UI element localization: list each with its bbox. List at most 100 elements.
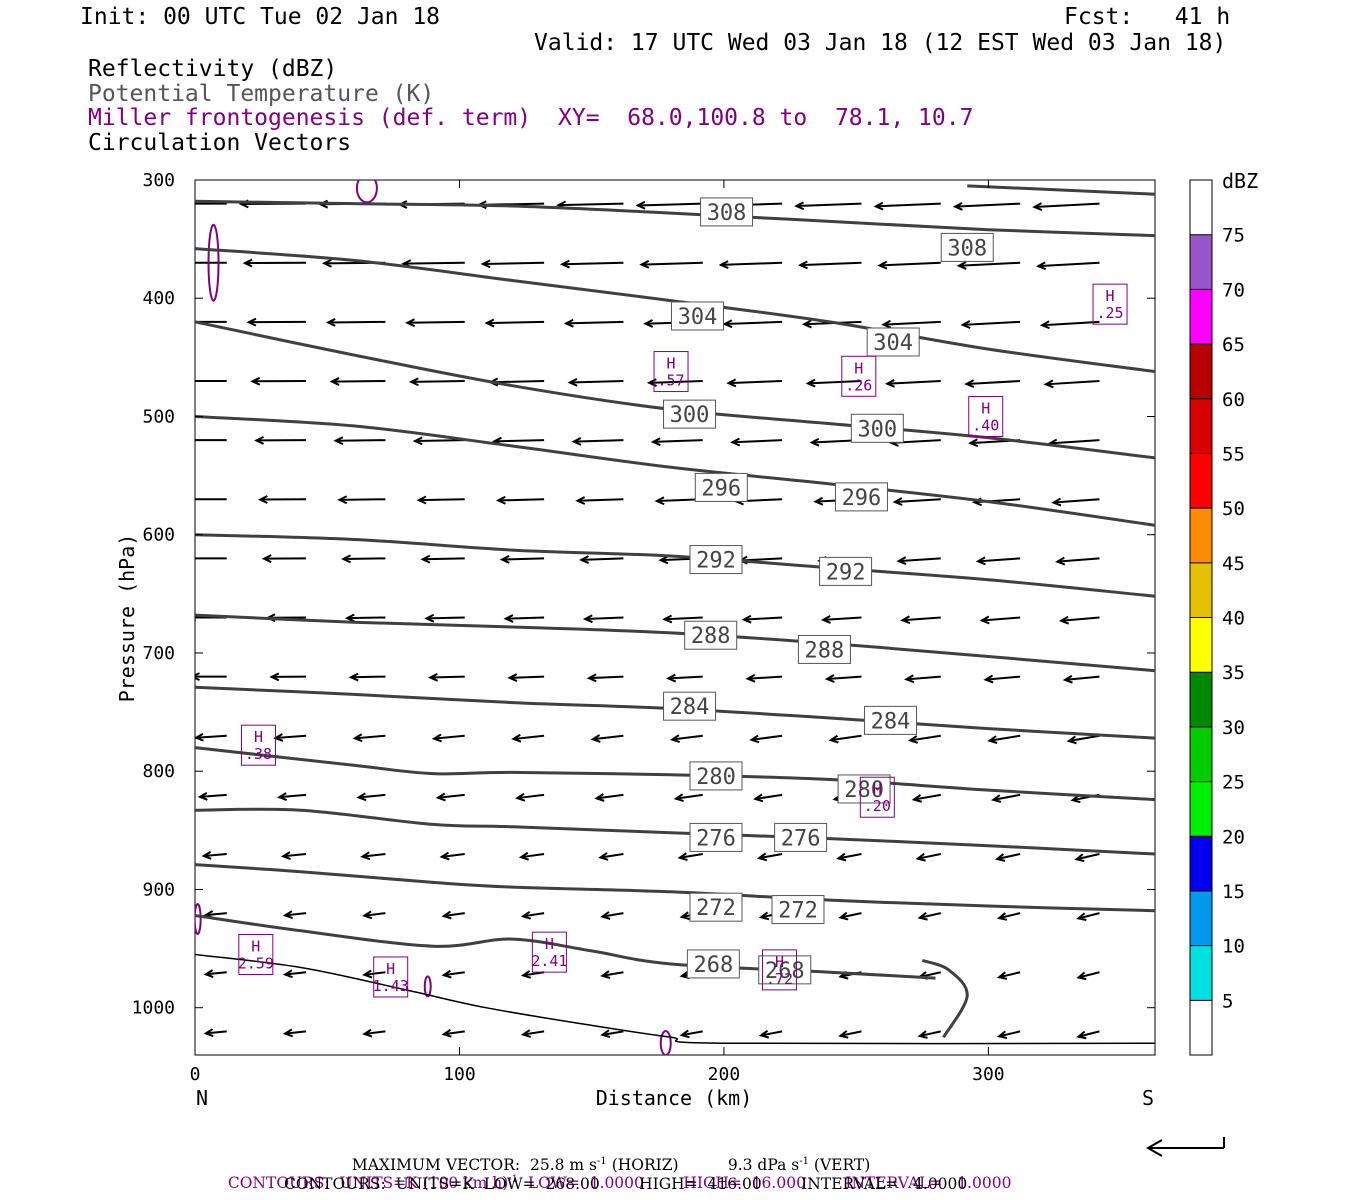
contours1-post: LOW= 1.0000 HIGH= 16.000 INTERVAL= 1.000… — [518, 1173, 1012, 1192]
theta-label: 268 — [693, 953, 733, 978]
colorbar-swatch — [1190, 726, 1212, 782]
circulation-vector-head — [1035, 261, 1047, 271]
circulation-vector — [203, 852, 227, 857]
circulation-vector-head — [820, 615, 831, 624]
circulation-vector — [919, 912, 942, 919]
circulation-vector-head — [741, 614, 752, 624]
circulation-vector-head — [185, 555, 192, 562]
circulation-vector — [437, 793, 465, 799]
circulation-vector-head — [518, 851, 530, 861]
theta-contour-closing — [921, 958, 969, 1039]
circulation-vector — [998, 971, 1021, 979]
y-tick-label: 800 — [142, 761, 175, 782]
circulation-vector — [362, 852, 386, 858]
circulation-vector — [1042, 320, 1100, 327]
maximum-value: .40 — [972, 416, 999, 434]
maximum-box — [240, 724, 276, 766]
valid-time: Valid: 17 UTC Wed 03 Jan 18 (12 EST Wed … — [534, 30, 1227, 56]
field-label-reflectivity: Reflectivity (dBZ) — [88, 56, 338, 82]
circulation-vector — [664, 616, 703, 621]
colorbar-level-label: 45 — [1222, 553, 1245, 575]
circulation-vector — [958, 261, 1021, 267]
circulation-vector-head — [881, 319, 892, 329]
circulation-vector-head — [749, 734, 760, 744]
circulation-vector — [522, 912, 545, 918]
circulation-vector-head — [269, 672, 280, 682]
circulation-vector-head — [917, 912, 928, 921]
theta-label-box — [850, 413, 904, 443]
circulation-vector — [1034, 202, 1100, 208]
y-axis-label: Pressure (hPa) — [115, 534, 139, 703]
maximum-letter: H — [981, 399, 990, 417]
axes: 300 400 500 600 700 800 900 1000 0 100 200 300 — [132, 170, 1155, 1085]
circulation-vector — [966, 380, 1021, 386]
circulation-vector-head — [499, 555, 510, 564]
circulation-vector — [649, 380, 703, 384]
max-vector-horiz: MAXIMUM VECTOR: 25.8 m s — [351, 1155, 597, 1174]
circulation-vector — [998, 1030, 1021, 1038]
circulation-vector-head — [173, 378, 180, 385]
circulation-vector — [602, 912, 624, 918]
circulation-vector-head — [520, 1029, 532, 1038]
y-tick-label: 600 — [142, 525, 175, 546]
circulation-vector-head — [956, 261, 967, 270]
circulation-vector-head — [828, 734, 839, 744]
frontogenesis-contour — [207, 223, 220, 302]
circulation-vector — [562, 261, 624, 266]
theta-label-box — [686, 949, 740, 979]
frontogenesis-maximum: H.20 — [859, 776, 895, 818]
circulation-vector-head — [282, 969, 293, 979]
circulation-vector — [354, 734, 386, 740]
colorbar-swatch — [1190, 781, 1212, 837]
circulation-vector-head — [441, 910, 452, 920]
contours1-pre: CONTOURS: UNITS=K (100 km h) — [227, 1173, 509, 1192]
circulation-vector — [196, 734, 227, 739]
circulation-vector-head — [666, 673, 677, 683]
theta-label: 280 — [844, 778, 884, 803]
circulation-vector — [977, 557, 1021, 563]
circulation-vector — [422, 557, 465, 561]
theta-contour-top — [967, 184, 1155, 196]
circulation-vector-head — [276, 792, 288, 801]
circulation-vector — [898, 557, 941, 563]
maximum-value: .26 — [845, 376, 872, 394]
circulation-vector-head — [321, 258, 332, 268]
circulation-vector — [875, 202, 941, 208]
theta-label: 284 — [871, 709, 911, 734]
colorbar-level-label: 65 — [1222, 334, 1245, 356]
x-tick-label: 0 — [190, 1064, 201, 1085]
circulation-vector — [902, 616, 941, 622]
theta-label: 296 — [842, 486, 882, 511]
theta-contour-292 — [195, 533, 1155, 598]
maximum-letter: H — [251, 937, 260, 955]
circulation-vector-head — [579, 555, 590, 565]
circulation-vector — [343, 557, 386, 560]
circulation-vector — [501, 557, 545, 561]
theta-label-box — [689, 822, 743, 852]
circulation-vector — [588, 675, 624, 680]
circulation-vector — [823, 616, 862, 621]
circulation-vector-head — [1066, 735, 1077, 745]
frontogenesis-maximum: H.72 — [761, 949, 797, 991]
colorbar-swatch — [1190, 234, 1212, 290]
circulation-vectors — [162, 199, 1100, 1040]
frontogenesis-contours — [195, 180, 672, 1055]
y-tick-label: 400 — [142, 288, 175, 309]
circulation-vector — [681, 1030, 703, 1037]
theta-label-box — [689, 545, 743, 575]
max-vector-vert: 9.3 dPa s — [727, 1155, 800, 1174]
y-tick-label: 500 — [142, 406, 175, 427]
frontogenesis-contour-info: CONTOURS: UNITS=K (100 km h)-1 LOW= 1.00… — [218, 1159, 1012, 1192]
circulation-vector — [1078, 971, 1100, 979]
circulation-vector — [205, 971, 227, 976]
circulation-vector — [1061, 616, 1100, 622]
colorbar-swatch — [1190, 945, 1212, 1001]
circulation-vector-head — [197, 791, 208, 801]
circulation-vector-head — [1070, 794, 1081, 804]
circulation-vector-head — [162, 200, 169, 207]
circulation-vector-head — [563, 318, 574, 328]
maximum-box — [841, 355, 877, 397]
theta-contour-276 — [195, 807, 1155, 856]
circulation-vector-head — [1076, 1030, 1087, 1040]
circulation-vector-head — [352, 733, 363, 743]
